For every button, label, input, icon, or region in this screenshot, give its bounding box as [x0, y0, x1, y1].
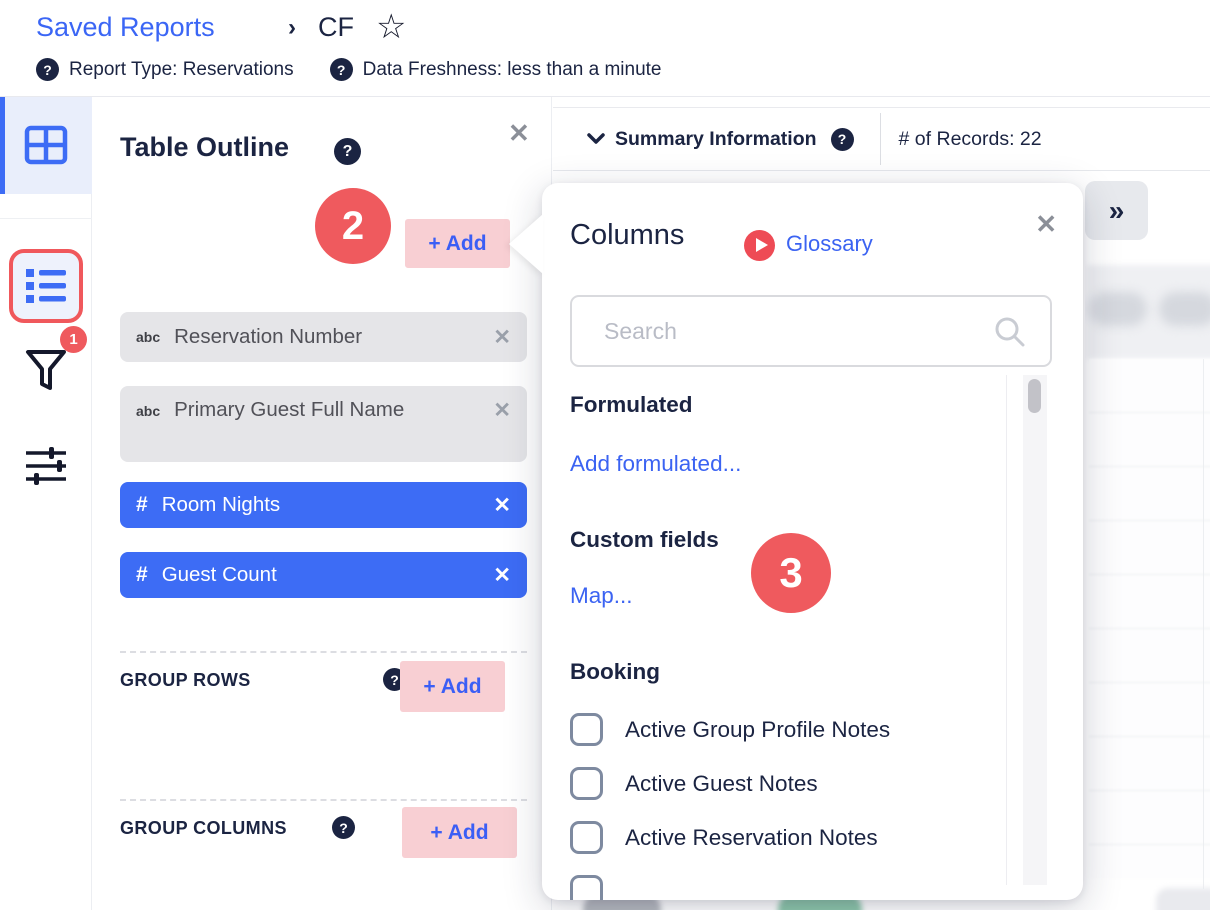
checkbox-label: Active Guest Notes: [625, 770, 818, 796]
report-meta-row: ? Report Type: Reservations ? Data Fresh…: [36, 58, 661, 81]
report-type-meta: ? Report Type: Reservations: [36, 58, 294, 81]
column-chip-label: Primary Guest Full Name: [174, 398, 405, 421]
records-count: # of Records: 22: [898, 127, 1042, 150]
chevron-down-icon[interactable]: [587, 133, 605, 145]
report-type-label: Report Type: Reservations: [69, 58, 294, 80]
columns-add-button[interactable]: + Add: [405, 219, 510, 268]
popup-pointer-arrow: [509, 214, 543, 274]
breadcrumb-saved-reports-link[interactable]: Saved Reports: [36, 12, 215, 42]
checkbox-unchecked[interactable]: [570, 821, 603, 854]
remove-icon[interactable]: ✕: [493, 325, 511, 349]
glossary-play-icon[interactable]: [744, 230, 775, 261]
bar-divider: [879, 113, 881, 165]
checkbox-label: Active Group Profile Notes: [625, 716, 891, 742]
data-freshness-meta: ? Data Freshness: less than a minute: [329, 58, 662, 81]
remove-icon[interactable]: ✕: [493, 399, 511, 422]
formulated-heading: Formulated: [570, 392, 693, 417]
tutorial-step-3-badge: 3: [751, 533, 831, 613]
app-header: Saved Reports › CF ☆ ? Report Type: Rese…: [0, 0, 1210, 97]
column-chip[interactable]: abc Primary Guest Full Name ✕: [120, 386, 527, 462]
header-chip-blur: [1159, 292, 1210, 326]
sidebar-item-table[interactable]: [0, 97, 92, 194]
checkbox-unchecked[interactable]: [570, 767, 603, 800]
breadcrumb-current-report: CF: [318, 12, 354, 42]
checkbox-row[interactable]: Active Group Profile Notes: [570, 713, 890, 746]
column-chip-selected[interactable]: # Room Nights ✕: [120, 482, 527, 528]
list-right-border: [1006, 375, 1007, 885]
data-freshness-label: Data Freshness: less than a minute: [362, 58, 662, 80]
group-columns-label: GROUP COLUMNS: [120, 818, 287, 838]
sidebar-item-filter[interactable]: [24, 348, 68, 396]
custom-fields-heading: Custom fields: [570, 527, 719, 552]
table-rows-blur: [1089, 359, 1210, 879]
table-grid-icon: [24, 125, 68, 165]
column-chip-selected[interactable]: # Guest Count ✕: [120, 552, 527, 598]
popup-title: Columns: [570, 219, 685, 251]
checkbox-row-partial[interactable]: [570, 875, 603, 900]
help-icon[interactable]: ?: [36, 58, 59, 81]
booking-heading: Booking: [570, 659, 660, 684]
scrollbar-thumb[interactable]: [1028, 379, 1041, 413]
group-rows-add-button[interactable]: + Add: [400, 661, 505, 712]
checkbox-unchecked[interactable]: [570, 713, 603, 746]
group-columns-add-button[interactable]: + Add: [402, 807, 517, 858]
add-formulated-link[interactable]: Add formulated...: [570, 451, 742, 476]
text-type-icon: abc: [136, 403, 161, 419]
column-chip[interactable]: abc Reservation Number ✕: [120, 312, 527, 362]
checkbox-row[interactable]: Active Reservation Notes: [570, 821, 878, 854]
sidebar-item-outline[interactable]: [25, 267, 67, 305]
outline-annotation-highlight: [9, 249, 83, 323]
column-chip-label: Reservation Number: [174, 325, 363, 349]
favorite-star-icon[interactable]: ☆: [376, 8, 407, 46]
header-chip-blur: [1089, 292, 1147, 326]
filter-count-badge: 1: [60, 326, 87, 353]
tutorial-step-2-badge: 2: [315, 188, 391, 264]
section-divider: [120, 651, 527, 653]
checkbox-unchecked[interactable]: [570, 875, 603, 900]
map-link[interactable]: Map...: [570, 583, 633, 608]
help-icon[interactable]: ?: [332, 816, 355, 839]
sidebar-divider: [0, 218, 92, 219]
close-icon[interactable]: ✕: [1035, 209, 1057, 239]
glossary-link[interactable]: Glossary: [786, 231, 873, 256]
sidebar-item-settings-sliders[interactable]: [24, 445, 68, 487]
icon-sidebar: 1: [0, 97, 92, 910]
table-column-line: [1203, 359, 1204, 889]
close-icon[interactable]: ✕: [508, 118, 530, 148]
summary-information-bar: Summary Information ? # of Records: 22: [553, 107, 1210, 171]
help-icon[interactable]: ?: [334, 138, 361, 165]
remove-icon[interactable]: ✕: [493, 563, 511, 587]
remove-icon[interactable]: ✕: [493, 493, 511, 517]
panel-title: Table Outline: [120, 132, 290, 162]
group-rows-label: GROUP ROWS: [120, 670, 251, 690]
number-type-icon: #: [136, 563, 148, 586]
search-input[interactable]: [572, 297, 1050, 365]
column-chip-label: Guest Count: [161, 563, 277, 587]
search-icon: [995, 317, 1025, 347]
collapse-panel-button[interactable]: »: [1085, 181, 1148, 240]
breadcrumb-separator-icon: ›: [288, 14, 296, 41]
active-accent-bar: [0, 97, 5, 194]
search-box: [570, 295, 1052, 367]
summary-information-title[interactable]: Summary Information: [615, 127, 817, 150]
section-divider: [120, 799, 527, 801]
help-icon[interactable]: ?: [830, 127, 854, 151]
text-type-icon: abc: [136, 329, 161, 345]
help-icon[interactable]: ?: [329, 58, 353, 81]
checkbox-label: Active Reservation Notes: [625, 824, 878, 850]
background-table-blurred: [1085, 252, 1210, 910]
checkbox-row[interactable]: Active Guest Notes: [570, 767, 818, 800]
background-pill-blur: [1156, 888, 1210, 910]
column-chip-label: Room Nights: [161, 493, 281, 517]
popup-scrollbar[interactable]: [1023, 375, 1047, 885]
number-type-icon: #: [136, 493, 148, 516]
